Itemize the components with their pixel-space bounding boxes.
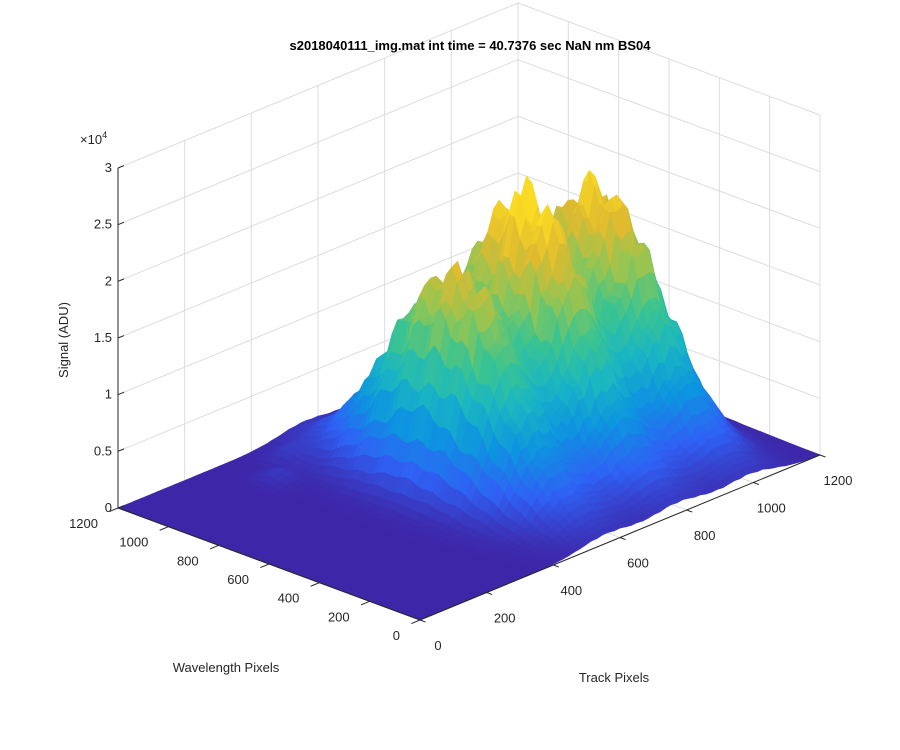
z-tick-mark	[117, 335, 125, 339]
back-wall-gridline-z	[117, 115, 519, 282]
z-tick-labels: 0 0.5 1 1.5 2 2.5 3	[94, 160, 125, 515]
y-axis-label: Wavelength Pixels	[173, 660, 280, 675]
y-tick-mark	[209, 544, 219, 550]
chart-title: s2018040111_img.mat int time = 40.7376 s…	[290, 38, 652, 53]
back-wall-gridline-z	[117, 59, 519, 226]
z-axis-label: Signal (ADU)	[56, 302, 71, 378]
x-tick-label: 600	[627, 556, 649, 571]
side-wall-gridline-z	[517, 59, 821, 173]
z-tick-label: 1.5	[94, 330, 112, 345]
x-tick-label: 800	[694, 528, 716, 543]
z-tick-label: 1	[105, 387, 112, 402]
x-tick-mark	[686, 509, 693, 513]
y-tick-label: 400	[278, 591, 300, 606]
y-tick-mark	[310, 582, 320, 587]
x-tick-mark	[486, 592, 493, 596]
y-tick-label: 800	[177, 553, 199, 568]
back-wall-gridline-z	[117, 2, 519, 169]
back-wall-gridline-z	[117, 172, 519, 339]
y-tick-label: 200	[328, 609, 350, 624]
x-tick-label: 400	[560, 583, 582, 598]
z-tick-mark	[117, 505, 125, 509]
y-tick-label: 600	[227, 572, 249, 587]
z-tick-mark	[117, 221, 125, 226]
z-tick-label: 0	[105, 500, 112, 515]
z-exponent-label: ×104	[80, 130, 107, 147]
side-wall-gridline-z	[517, 115, 821, 229]
y-tick-mark	[360, 600, 370, 606]
z-tick-label: 2	[105, 273, 112, 288]
y-tick-labels: 0 200 400 600 800 1000 1200	[69, 507, 421, 643]
x-tick-mark	[419, 619, 426, 623]
x-tick-label: 1200	[824, 473, 853, 488]
z-tick-mark	[117, 278, 125, 282]
side-wall-gridline-z	[517, 2, 821, 116]
x-tick-label: 1000	[757, 501, 786, 516]
x-tick-mark	[553, 564, 560, 568]
y-tick-label: 1000	[119, 535, 148, 550]
x-tick-labels: 0 200 400 600 800 1000 1200	[419, 454, 853, 653]
x-tick-mark	[619, 537, 626, 541]
y-tick-mark	[109, 507, 119, 513]
x-tick-mark	[819, 454, 826, 458]
y-tick-mark	[159, 526, 169, 531]
y-tick-mark	[260, 563, 270, 569]
z-tick-label: 2.5	[94, 217, 112, 232]
x-tick-mark	[753, 482, 760, 486]
z-tick-mark	[117, 165, 125, 169]
y-tick-label: 0	[393, 628, 400, 643]
z-tick-label: 0.5	[94, 443, 112, 458]
x-axis-label: Track Pixels	[579, 670, 650, 685]
x-tick-label: 0	[434, 638, 441, 653]
side-wall-gridline-z	[517, 172, 821, 286]
y-tick-mark	[411, 619, 421, 625]
z-tick-mark	[117, 391, 125, 396]
z-tick-label: 3	[105, 160, 112, 175]
z-tick-mark	[117, 448, 125, 452]
back-wall-gridline-z	[117, 229, 519, 396]
y-tick-label: 1200	[69, 516, 98, 531]
surface-mesh	[117, 169, 821, 621]
x-tick-label: 200	[494, 611, 516, 626]
